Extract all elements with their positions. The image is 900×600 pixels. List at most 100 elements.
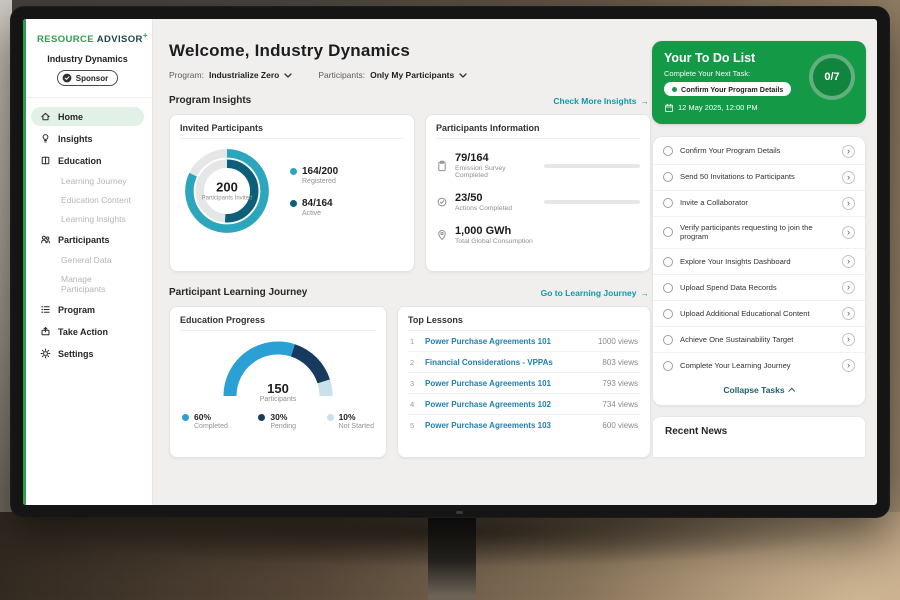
sidebar-item-learning-insights[interactable]: Learning Insights <box>61 214 126 225</box>
sponsor-badge[interactable]: Sponsor <box>56 70 119 87</box>
todo-subtitle: Complete Your Next Task: <box>664 69 751 78</box>
gauge-center-value: 150 <box>267 381 289 396</box>
legend-value: 84/164 <box>302 197 333 209</box>
task-row[interactable]: Upload Spend Data Records › <box>653 275 865 302</box>
task-checkbox[interactable] <box>663 360 673 371</box>
sidebar-item-learning-journey[interactable]: Learning Journey <box>61 176 127 187</box>
task-checkbox[interactable] <box>663 146 673 156</box>
participants-filter-value: Only My Participants <box>370 70 455 80</box>
sidebar-item-program[interactable]: Program <box>31 300 144 319</box>
todo-title: Your To Do List <box>664 51 756 65</box>
task-checkbox[interactable] <box>663 227 673 238</box>
donut-ring-registered <box>185 149 269 233</box>
lesson-row: 1 Power Purchase Agreements 101 1000 vie… <box>408 331 640 352</box>
lesson-row: 5 Power Purchase Agreements 103 600 view… <box>408 415 640 435</box>
task-label: Explore Your Insights Dashboard <box>680 256 791 266</box>
chevron-right-icon[interactable]: › <box>842 281 855 295</box>
chevron-right-icon[interactable]: › <box>842 196 855 210</box>
legend-pending: 30% Pending <box>258 412 296 430</box>
sidebar-item-take-action[interactable]: Take Action <box>31 322 144 341</box>
card-title: Top Lessons <box>408 315 640 331</box>
legend-not-started: 10% Not Started <box>326 412 374 430</box>
learning-cards-row: Education Progress 150 Participants <box>169 306 651 458</box>
participants-filter[interactable]: Participants: Only My Participants <box>318 70 467 80</box>
sidebar-item-education[interactable]: Education <box>31 151 144 170</box>
task-checkbox[interactable] <box>663 198 673 208</box>
chevron-right-icon[interactable]: › <box>842 170 855 184</box>
task-row[interactable]: Upload Additional Educational Content › <box>653 301 865 328</box>
chevron-right-icon[interactable]: › <box>842 333 855 347</box>
lesson-link[interactable]: Power Purchase Agreements 101 <box>425 378 551 388</box>
legend-dot <box>182 414 189 421</box>
sidebar-item-label: Settings <box>58 348 94 359</box>
sidebar-item-settings[interactable]: Settings <box>31 344 144 363</box>
collapse-tasks-link[interactable]: Collapse Tasks <box>653 378 865 403</box>
chevron-right-icon[interactable]: › <box>842 307 855 321</box>
program-filter-label: Program: <box>169 70 204 80</box>
legend-dot <box>290 199 297 207</box>
lesson-link[interactable]: Power Purchase Agreements 103 <box>425 420 551 430</box>
lesson-link[interactable]: Power Purchase Agreements 102 <box>425 399 551 409</box>
task-checkbox[interactable] <box>663 256 673 267</box>
todo-progress-ring: 0/7 <box>809 54 855 100</box>
section-title: Participant Learning Journey <box>169 287 308 298</box>
next-task-pill[interactable]: Confirm Your Program Details <box>664 82 792 96</box>
task-checkbox[interactable] <box>663 172 673 182</box>
sidebar-item-home[interactable]: Home <box>31 107 144 127</box>
chevron-right-icon[interactable]: › <box>842 144 855 158</box>
accent-strip <box>23 19 26 505</box>
sidebar-item-label: Program <box>58 304 96 315</box>
chevron-down-icon <box>459 72 467 78</box>
chevron-right-icon[interactable]: › <box>842 225 855 239</box>
sidebar-item-education-content[interactable]: Education Content <box>61 195 131 206</box>
stat-value: 1,000 GWh <box>455 225 512 237</box>
book-icon <box>41 156 50 165</box>
link-label: Go to Learning Journey <box>540 287 637 298</box>
check-more-insights-link[interactable]: Check More Insights → <box>553 96 649 106</box>
task-checkbox[interactable] <box>663 308 673 319</box>
task-row[interactable]: Explore Your Insights Dashboard › <box>653 249 865 276</box>
sidebar-item-label: Insights <box>58 133 93 144</box>
sidebar-item-participants[interactable]: Participants <box>31 230 144 249</box>
legend-value: 164/200 <box>302 165 339 177</box>
action-icon <box>41 327 50 336</box>
stat-label: Total Global Consumption <box>455 238 533 245</box>
todo-progress-value: 0/7 <box>824 71 840 83</box>
task-checkbox[interactable] <box>663 334 673 345</box>
monitor-stand <box>428 512 476 600</box>
go-to-learning-journey-link[interactable]: Go to Learning Journey → <box>541 288 649 298</box>
sidebar-item-general-data[interactable]: General Data <box>61 255 112 266</box>
task-row[interactable]: Confirm Your Program Details › <box>653 139 865 165</box>
logo-primary: RESOURCE <box>37 34 95 46</box>
legend-label: Completed <box>194 423 228 430</box>
task-label: Verify participants requesting to join t… <box>680 222 813 242</box>
chevron-right-icon[interactable]: › <box>842 359 855 373</box>
task-row[interactable]: Achieve One Sustainability Target › <box>653 327 865 354</box>
lesson-views: 793 views <box>602 378 638 388</box>
org-name: Industry Dynamics <box>47 54 128 65</box>
next-task-label: Confirm Your Program Details <box>681 84 784 94</box>
legend-label: Pending <box>270 423 297 430</box>
donut-wrap: 200 Participants Invited <box>180 144 274 238</box>
task-checkbox[interactable] <box>663 282 673 293</box>
task-row[interactable]: Send 50 Invitations to Participants › <box>653 165 865 191</box>
donut-chart: 200 Participants Invited 164/200 Registe <box>180 139 404 238</box>
program-filter[interactable]: Program: Industrialize Zero <box>169 70 292 80</box>
chevron-right-icon[interactable]: › <box>842 255 855 269</box>
task-row[interactable]: Invite a Collaborator › <box>653 191 865 217</box>
location-pin-icon <box>438 230 446 240</box>
gauge-seg-1 <box>223 341 333 397</box>
lesson-link[interactable]: Power Purchase Agreements 101 <box>425 336 551 346</box>
task-row[interactable]: Verify participants requesting to join t… <box>653 217 865 250</box>
home-icon <box>41 113 50 121</box>
calendar-icon <box>665 103 673 112</box>
lesson-rank: 5 <box>410 420 415 430</box>
sidebar-item-insights[interactable]: Insights <box>31 129 144 148</box>
task-row[interactable]: Complete Your Learning Journey › <box>653 353 865 378</box>
sidebar-item-manage-participants[interactable]: Manage Participants <box>61 274 106 295</box>
lesson-link[interactable]: Financial Considerations - VPPAs <box>425 357 553 367</box>
gear-icon <box>40 348 51 359</box>
sidebar: RESOURCE ADVISOR+ Industry Dynamics Spon… <box>23 19 153 505</box>
lesson-views: 1000 views <box>597 336 638 346</box>
sidebar-item-label: Participants <box>58 234 110 245</box>
